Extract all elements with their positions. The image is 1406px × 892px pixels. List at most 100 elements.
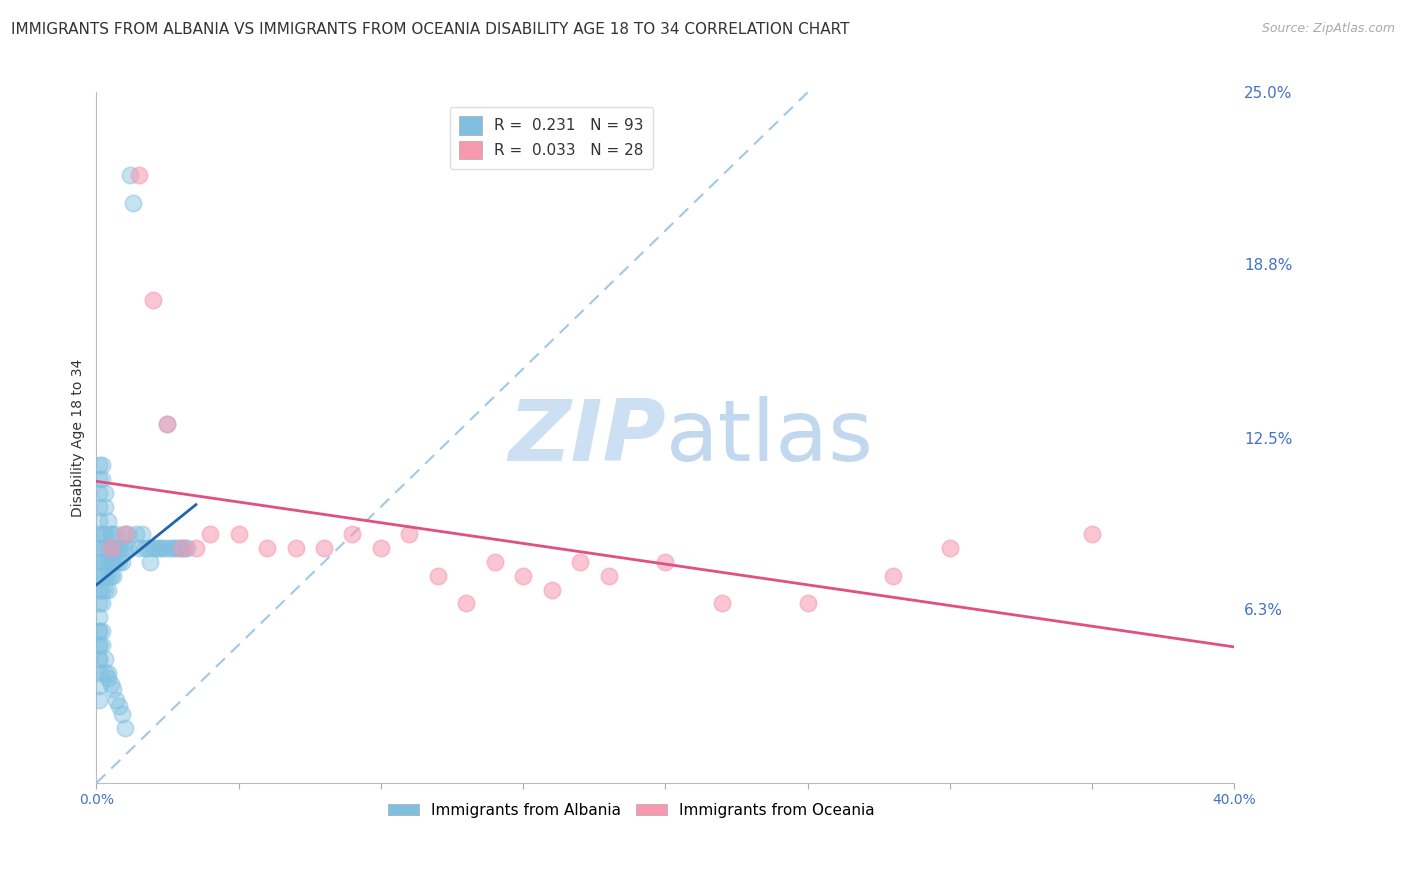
Point [105, 527, 128, 541]
Point [89, 624, 111, 639]
Point [136, 541, 159, 556]
Point [89, 486, 111, 500]
Point [89, 514, 111, 528]
Point [114, 527, 136, 541]
Point [512, 569, 534, 583]
Point [654, 555, 676, 569]
Point [97, 541, 120, 556]
Point [426, 569, 449, 583]
Point [120, 168, 142, 182]
Point [128, 168, 150, 182]
Point [198, 527, 221, 541]
Point [170, 541, 193, 556]
Point [105, 693, 128, 707]
Text: ZIP: ZIP [508, 396, 665, 479]
Point [94, 582, 117, 597]
Point [398, 527, 420, 541]
Point [882, 569, 904, 583]
Point [167, 541, 190, 556]
Point [91, 597, 114, 611]
Point [89, 693, 111, 707]
Point [89, 665, 111, 680]
Point [939, 541, 962, 556]
Point [89, 638, 111, 652]
Point [89, 597, 111, 611]
Point [165, 541, 187, 556]
Point [108, 698, 131, 713]
Point [114, 527, 136, 541]
Point [184, 541, 207, 556]
Text: IMMIGRANTS FROM ALBANIA VS IMMIGRANTS FROM OCEANIA DISABILITY AGE 18 TO 34 CORRE: IMMIGRANTS FROM ALBANIA VS IMMIGRANTS FR… [11, 22, 849, 37]
Point [94, 527, 117, 541]
Point [91, 569, 114, 583]
Point [91, 555, 114, 569]
Point [89, 651, 111, 665]
Point [94, 555, 117, 569]
Point [89, 472, 111, 486]
Point [122, 195, 145, 210]
Point [125, 527, 148, 541]
Point [284, 541, 307, 556]
Point [108, 541, 131, 556]
Point [100, 527, 122, 541]
Point [94, 569, 117, 583]
Point [156, 417, 179, 431]
Point [91, 638, 114, 652]
Point [89, 500, 111, 514]
Point [103, 555, 125, 569]
Point [111, 555, 134, 569]
Point [91, 582, 114, 597]
Point [108, 555, 131, 569]
Point [94, 541, 117, 556]
Point [91, 458, 114, 473]
Point [139, 555, 162, 569]
Point [89, 555, 111, 569]
Point [370, 541, 392, 556]
Point [91, 624, 114, 639]
Point [173, 541, 195, 556]
Point [540, 582, 562, 597]
Text: atlas: atlas [665, 396, 873, 479]
Point [145, 541, 167, 556]
Point [148, 541, 170, 556]
Point [89, 569, 111, 583]
Point [162, 541, 184, 556]
Point [94, 486, 117, 500]
Point [100, 555, 122, 569]
Point [114, 721, 136, 735]
Point [256, 541, 278, 556]
Point [89, 458, 111, 473]
Point [89, 582, 111, 597]
Point [97, 582, 120, 597]
Point [89, 610, 111, 624]
Point [111, 706, 134, 721]
Point [89, 527, 111, 541]
Point [111, 541, 134, 556]
Y-axis label: Disability Age 18 to 34: Disability Age 18 to 34 [72, 359, 86, 516]
Point [170, 541, 193, 556]
Point [94, 651, 117, 665]
Point [97, 514, 120, 528]
Point [134, 541, 156, 556]
Point [117, 541, 139, 556]
Point [100, 527, 122, 541]
Point [228, 527, 250, 541]
Point [456, 597, 478, 611]
Point [711, 597, 734, 611]
Point [97, 555, 120, 569]
Point [796, 597, 818, 611]
Point [153, 541, 176, 556]
Point [97, 671, 120, 685]
Point [91, 527, 114, 541]
Point [484, 555, 506, 569]
Point [114, 541, 136, 556]
Point [89, 624, 111, 639]
Point [142, 293, 165, 307]
Point [100, 541, 122, 556]
Point [89, 679, 111, 693]
Point [156, 417, 179, 431]
Point [89, 651, 111, 665]
Point [1081, 527, 1104, 541]
Point [103, 682, 125, 697]
Point [89, 541, 111, 556]
